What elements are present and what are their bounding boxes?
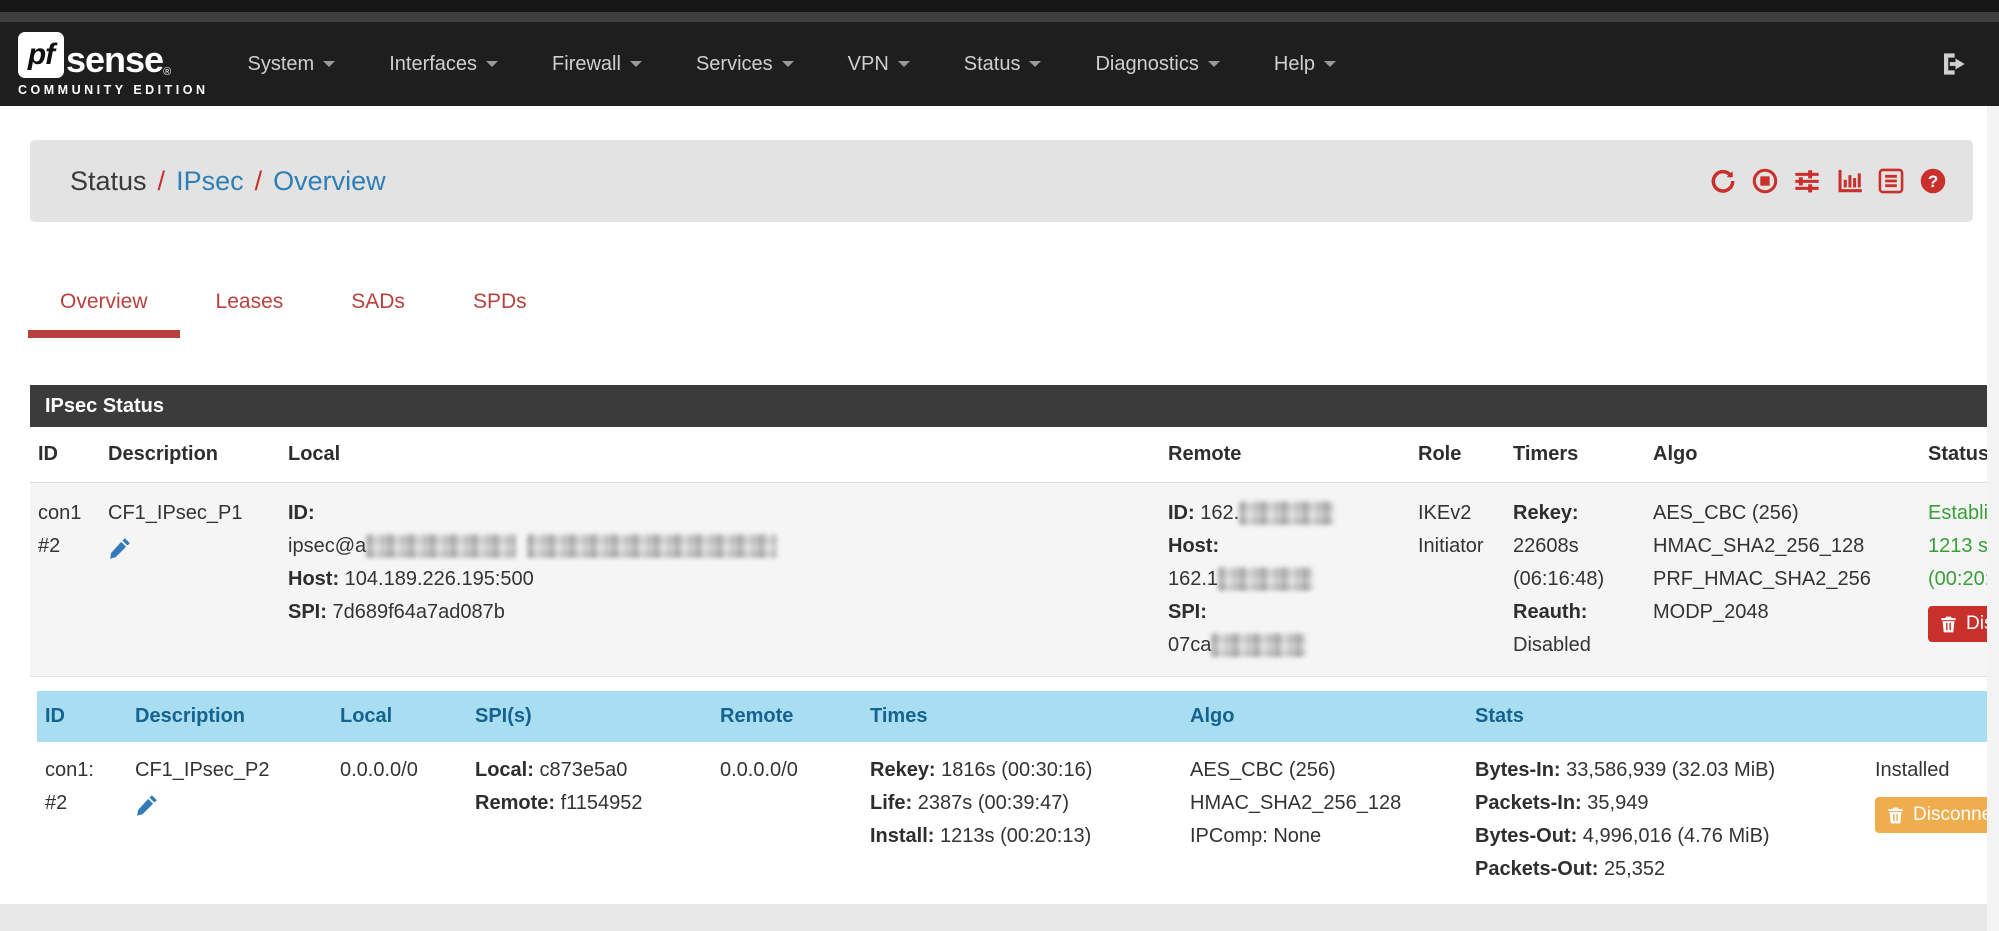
cell-remote: 0.0.0.0/0 (712, 742, 862, 898)
sliders-icon[interactable] (1793, 167, 1821, 195)
tab-leases[interactable]: Leases (215, 290, 284, 313)
chevron-down-icon (781, 61, 794, 67)
cell-times: Rekey: 1816s (00:30:16) Life: 2387s (00:… (862, 742, 1182, 898)
col-remote: Remote (1160, 427, 1410, 483)
pfsense-logo[interactable]: pf sense ® COMMUNITY EDITION (18, 31, 209, 97)
browser-chrome-strip (0, 0, 1999, 12)
child-sa-row: con1: #2 CF1_IPsec_P2 0.0.0.0/0 Local: c… (37, 742, 1987, 898)
nav-item-interfaces[interactable]: Interfaces (362, 53, 525, 76)
chevron-down-icon (1324, 61, 1337, 67)
ike-sa-row: con1 #2 CF1_IPsec_P1 ID: ipsec@a H (30, 482, 1987, 677)
col-spis: SPI(s) (467, 691, 712, 742)
svg-text:?: ? (1928, 172, 1938, 191)
breadcrumb-link-ipsec[interactable]: IPsec (176, 165, 244, 196)
cell-local: 0.0.0.0/0 (332, 742, 467, 898)
redacted-block (1239, 501, 1335, 525)
col-description: Description (127, 691, 332, 742)
disconnect-p1-button[interactable]: Disconnect (1928, 606, 1987, 642)
sign-out-icon[interactable] (1939, 49, 1969, 79)
nav-item-system[interactable]: System (221, 53, 363, 76)
redacted-block (527, 534, 778, 558)
col-role: Role (1410, 427, 1505, 483)
redacted-block (366, 534, 517, 558)
refresh-icon[interactable] (1709, 167, 1737, 195)
chevron-down-icon (629, 61, 642, 67)
cell-local: ID: ipsec@a Host: 104.189.226.195:500 SP… (280, 482, 1160, 677)
disconnect-child-sa-button[interactable]: Disconnect (1875, 797, 1987, 833)
ike-sa-header-row: ID Description Local Remote Role Timers … (30, 427, 1987, 483)
col-remote: Remote (712, 691, 862, 742)
chevron-down-icon (323, 61, 336, 67)
trash-icon (1888, 807, 1903, 823)
breadcrumb: Status / IPsec / Overview (30, 140, 1973, 222)
chevron-down-icon (1207, 61, 1220, 67)
child-sa-table: ID Description Local SPI(s) Remote Times… (37, 691, 1987, 898)
page-bottom-strip (0, 904, 1999, 931)
child-sa-header-row: ID Description Local SPI(s) Remote Times… (37, 691, 1987, 742)
breadcrumb-separator: / (157, 165, 166, 196)
panel-title: IPsec Status (30, 385, 1987, 427)
pf-logo-box: pf (18, 31, 64, 78)
page-action-icons: ? (1709, 167, 1947, 195)
col-local: Local (332, 691, 467, 742)
cell-role: IKEv2 Initiator (1410, 482, 1505, 677)
redacted-block (1211, 633, 1307, 657)
col-id: ID (37, 691, 127, 742)
cell-child-status: Installed Disconnect (1867, 742, 1987, 898)
help-icon[interactable]: ? (1919, 167, 1947, 195)
chevron-down-icon (897, 61, 910, 67)
col-times: Times (862, 691, 1182, 742)
top-navbar: pf sense ® COMMUNITY EDITION System Inte… (0, 22, 1999, 106)
chevron-down-icon (1029, 61, 1042, 67)
cell-spis: Local: c873e5a0 Remote: f1154952 (467, 742, 712, 898)
sub-tabs: Overview Leases SADs SPDs (28, 278, 563, 338)
nav-item-vpn[interactable]: VPN (821, 53, 937, 76)
nav-menu: System Interfaces Firewall Services VPN … (221, 53, 1363, 76)
nav-item-status[interactable]: Status (937, 53, 1069, 76)
cell-remote: ID: 162. Host: 162.1 SPI: 07ca (1160, 482, 1410, 677)
browser-chrome-strip-2 (0, 12, 1999, 22)
cell-id: con1: #2 (37, 742, 127, 898)
cell-id: con1 #2 (30, 482, 100, 677)
edit-pencil-icon[interactable] (108, 536, 132, 560)
col-status: Status (1920, 427, 1987, 483)
tab-spds[interactable]: SPDs (472, 290, 527, 313)
trash-icon (1941, 616, 1956, 632)
nav-item-services[interactable]: Services (669, 53, 821, 76)
breadcrumb-section: Status (70, 165, 147, 196)
edit-pencil-icon[interactable] (135, 793, 159, 817)
cell-description: CF1_IPsec_P1 (100, 482, 280, 677)
redacted-block (1218, 567, 1314, 591)
cell-algo: AES_CBC (256) HMAC_SHA2_256_128 IPComp: … (1182, 742, 1467, 898)
chevron-down-icon (486, 61, 499, 67)
list-icon[interactable] (1877, 167, 1905, 195)
child-status-text: Installed (1875, 759, 1950, 781)
col-id: ID (30, 427, 100, 483)
breadcrumb-link-overview[interactable]: Overview (273, 165, 386, 196)
col-actions (1867, 691, 1987, 742)
nav-item-help[interactable]: Help (1247, 53, 1363, 76)
tab-overview[interactable]: Overview (28, 278, 180, 338)
col-description: Description (100, 427, 280, 483)
col-local: Local (280, 427, 1160, 483)
cell-status: Established 1213 seconds (00:20:13) Disc… (1920, 482, 1987, 677)
cell-description: CF1_IPsec_P2 (127, 742, 332, 898)
cell-algo: AES_CBC (256) HMAC_SHA2_256_128 PRF_HMAC… (1645, 482, 1920, 677)
col-stats: Stats (1467, 691, 1867, 742)
stop-circle-icon[interactable] (1751, 167, 1779, 195)
bar-chart-icon[interactable] (1835, 167, 1863, 195)
col-algo: Algo (1645, 427, 1920, 483)
tab-sads[interactable]: SADs (351, 290, 405, 313)
col-algo: Algo (1182, 691, 1467, 742)
col-timers: Timers (1505, 427, 1645, 483)
nav-item-firewall[interactable]: Firewall (525, 53, 669, 76)
nav-item-diagnostics[interactable]: Diagnostics (1068, 53, 1246, 76)
browser-scrollbar[interactable] (1987, 106, 1999, 931)
ipsec-status-panel: IPsec Status ID Description Local Remote… (30, 385, 1987, 898)
cell-stats: Bytes-In: 33,586,939 (32.03 MiB) Packets… (1467, 742, 1867, 898)
ike-sa-table: ID Description Local Remote Role Timers … (30, 427, 1987, 677)
cell-timers: Rekey: 22608s (06:16:48) Reauth: Disable… (1505, 482, 1645, 677)
breadcrumb-separator: / (254, 165, 263, 196)
